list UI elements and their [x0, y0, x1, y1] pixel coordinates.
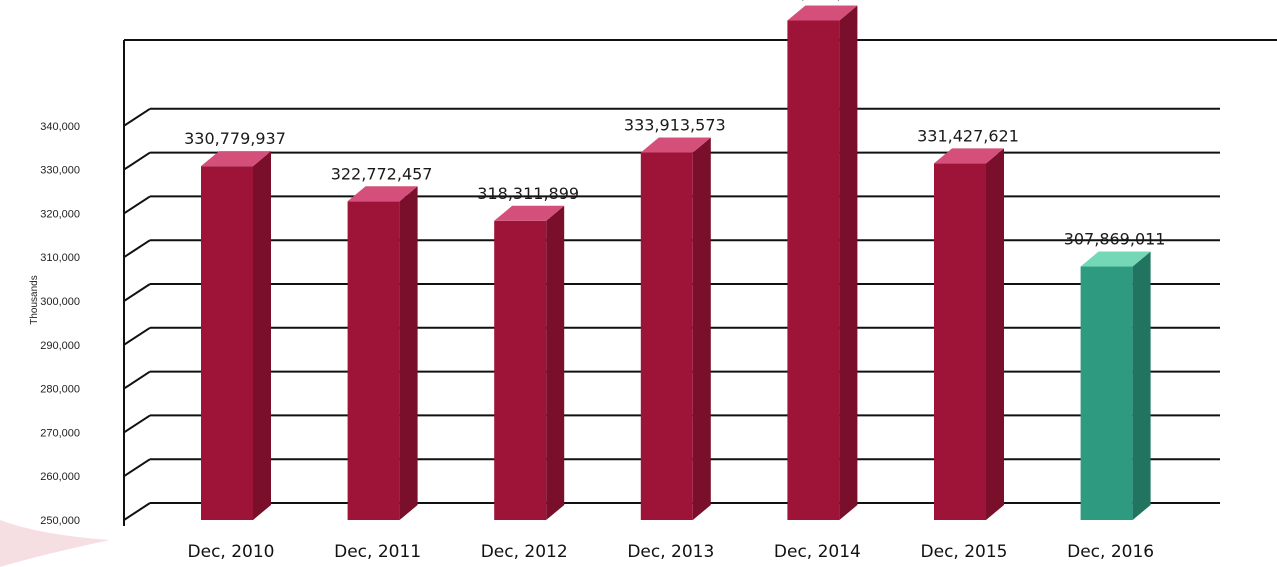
bar-front — [787, 20, 840, 521]
x-category-label: Dec, 2016 — [1067, 542, 1154, 562]
gridline-depth — [123, 283, 151, 302]
y-axis-label: Thousands — [29, 275, 40, 324]
bar — [494, 205, 565, 520]
bar-front — [934, 163, 986, 520]
x-category-label: Dec, 2012 — [481, 542, 568, 562]
bar-side — [692, 137, 711, 520]
bar-value-label: 331,427,621 — [917, 126, 1019, 145]
bar-top — [201, 151, 271, 167]
bar-side — [986, 148, 1004, 520]
y-tick-label: 260,000 — [40, 471, 80, 483]
bar — [640, 137, 711, 520]
gridline-depth — [123, 239, 151, 259]
y-tick-label: 250,000 — [40, 515, 80, 527]
bar-side — [839, 5, 858, 521]
bar — [787, 5, 858, 521]
gridline-depth — [123, 370, 151, 390]
x-category-label: Dec, 2010 — [188, 542, 275, 562]
y-tick-label: 280,000 — [40, 384, 80, 396]
bar-value-label: 330,779,937 — [184, 129, 286, 148]
bar-top — [494, 205, 565, 221]
x-category-label: Dec, 2015 — [921, 542, 1008, 562]
bar-side — [1132, 251, 1151, 520]
y-tick-label: 310,000 — [40, 252, 80, 264]
gridline-depth — [123, 151, 151, 171]
x-category-label: Dec, 2011 — [334, 542, 421, 562]
decorative-swoosh — [0, 520, 110, 567]
gridline-depth — [123, 326, 151, 346]
bar-top — [934, 148, 1004, 164]
bar — [201, 151, 271, 520]
bar-top — [347, 186, 418, 202]
bar-top — [787, 5, 858, 21]
bar-top — [1080, 251, 1151, 267]
bar-side — [546, 205, 565, 520]
bar-front — [347, 201, 400, 520]
bar-value-label: 333,913,573 — [624, 115, 726, 134]
x-category-label: Dec, 2013 — [627, 542, 714, 562]
y-tick-label: 270,000 — [40, 427, 80, 439]
bar-front — [640, 152, 693, 520]
y-tick-label: 290,000 — [40, 340, 80, 352]
bar-value-label: 364,048,647 — [771, 0, 873, 2]
bar-top — [640, 137, 711, 153]
bar-value-label: 307,869,011 — [1064, 230, 1166, 249]
bar-front — [1080, 266, 1133, 520]
bar-side — [253, 151, 271, 520]
bar — [934, 148, 1004, 520]
x-category-label: Dec, 2014 — [774, 542, 861, 562]
bar-value-label: 318,311,899 — [477, 184, 579, 203]
gridline-depth — [123, 458, 151, 478]
bar — [347, 186, 418, 520]
y-tick-label: 340,000 — [40, 121, 80, 133]
bar-side — [399, 186, 418, 520]
bar-front — [201, 166, 253, 520]
y-tick-label: 330,000 — [40, 165, 80, 177]
y-tick-label: 320,000 — [40, 208, 80, 220]
gridline-depth — [123, 107, 151, 127]
y-tick-label: 300,000 — [40, 296, 80, 308]
gridline-depth — [123, 414, 151, 434]
bar — [1080, 251, 1151, 520]
gridline-depth — [123, 502, 151, 521]
bar-value-label: 322,772,457 — [331, 164, 433, 183]
gridline-depth — [123, 195, 151, 215]
bar-front — [494, 220, 547, 520]
